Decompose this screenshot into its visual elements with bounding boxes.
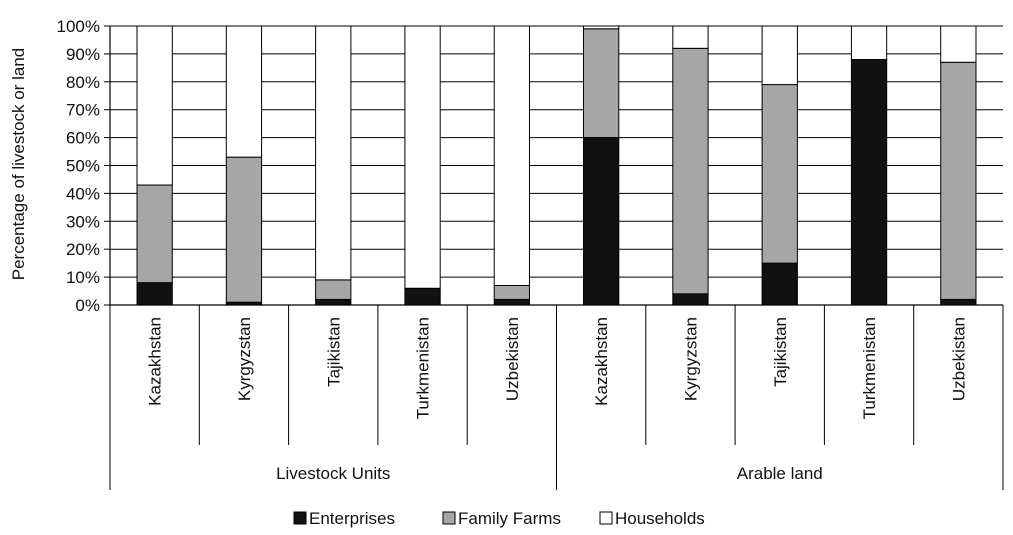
x-category-label: Uzbekistan: [949, 317, 968, 401]
bar-segment-enterprises: [850, 58, 888, 306]
legend-label: Households: [615, 509, 705, 528]
y-tick-label: 40%: [66, 184, 100, 203]
y-tick-label: 70%: [66, 101, 100, 120]
x-category-label: Kyrgyzstan: [681, 317, 700, 401]
bar-segment-family-farms: [583, 28, 620, 139]
x-category-label: Kazakhstan: [592, 317, 611, 406]
bar-segment-enterprises: [136, 282, 173, 306]
y-tick-label: 100%: [57, 17, 100, 36]
bar-segment-households: [583, 25, 620, 30]
bar-segment-enterprises: [315, 298, 352, 306]
y-tick-label: 30%: [66, 212, 100, 231]
x-category-label: Tajikistan: [324, 317, 343, 387]
bar-segment-family-farms: [761, 84, 798, 264]
y-tick-label: 0%: [75, 296, 100, 315]
legend-label: Enterprises: [309, 509, 395, 528]
bar-segment-family-farms: [136, 184, 173, 284]
bars: [136, 25, 977, 306]
x-category-labels: Kazakhstan Kyrgyzstan Tajikistan Turkmenist…: [146, 317, 969, 419]
y-tick-labels: 0% 10% 20% 30% 40% 50% 60% 70% 80% 90% 100%: [57, 17, 100, 315]
y-tick-label: 50%: [66, 157, 100, 176]
x-category-label: Uzbekistan: [503, 317, 522, 401]
bar-segment-households: [672, 25, 709, 49]
bar-segment-family-farms: [225, 156, 263, 303]
x-group-labels: Livestock Units Arable land: [276, 464, 823, 483]
bar-segment-enterprises: [404, 287, 441, 306]
bar-segment-enterprises: [493, 298, 530, 306]
x-category-label: Kazakhstan: [146, 317, 165, 406]
bar-segment-family-farms: [315, 279, 352, 300]
bar-segment-households: [940, 25, 977, 63]
legend-swatch: [599, 511, 613, 525]
bar-segment-households: [136, 25, 173, 186]
bar-segment-enterprises: [583, 137, 620, 306]
legend-swatch: [293, 511, 307, 525]
x-category-label: Turkmenistan: [860, 317, 879, 419]
y-axis-title: Percentage of livestock or land: [9, 48, 28, 280]
legend-label: Family Farms: [458, 509, 561, 528]
y-tick-label: 90%: [66, 45, 100, 64]
axes: [104, 25, 1004, 490]
y-tick-label: 60%: [66, 129, 100, 148]
bar-segment-family-farms: [493, 284, 530, 300]
y-tick-label: 10%: [66, 268, 100, 287]
y-tick-label: 20%: [66, 240, 100, 259]
bar-segment-households: [225, 25, 263, 158]
legend-swatch: [442, 511, 456, 525]
bar-segment-households: [761, 25, 798, 86]
bar-segment-family-farms: [940, 61, 977, 300]
bar-segment-enterprises: [672, 293, 709, 306]
bar-segment-households: [850, 25, 888, 60]
bar-segment-enterprises: [761, 262, 798, 306]
bar-segment-households: [315, 25, 352, 281]
bar-segment-households: [493, 25, 530, 286]
legend: Enterprises Family Farms Households: [293, 509, 705, 528]
x-group-label: Livestock Units: [276, 464, 390, 483]
bar-segment-households: [404, 25, 441, 289]
bar-segment-enterprises: [940, 298, 977, 306]
x-category-label: Turkmenistan: [414, 317, 433, 419]
x-category-label: Tajikistan: [771, 317, 790, 387]
bar-segment-family-farms: [672, 47, 709, 295]
y-tick-label: 80%: [66, 73, 100, 92]
x-category-label: Kyrgyzstan: [235, 317, 254, 401]
x-group-label: Arable land: [737, 464, 823, 483]
